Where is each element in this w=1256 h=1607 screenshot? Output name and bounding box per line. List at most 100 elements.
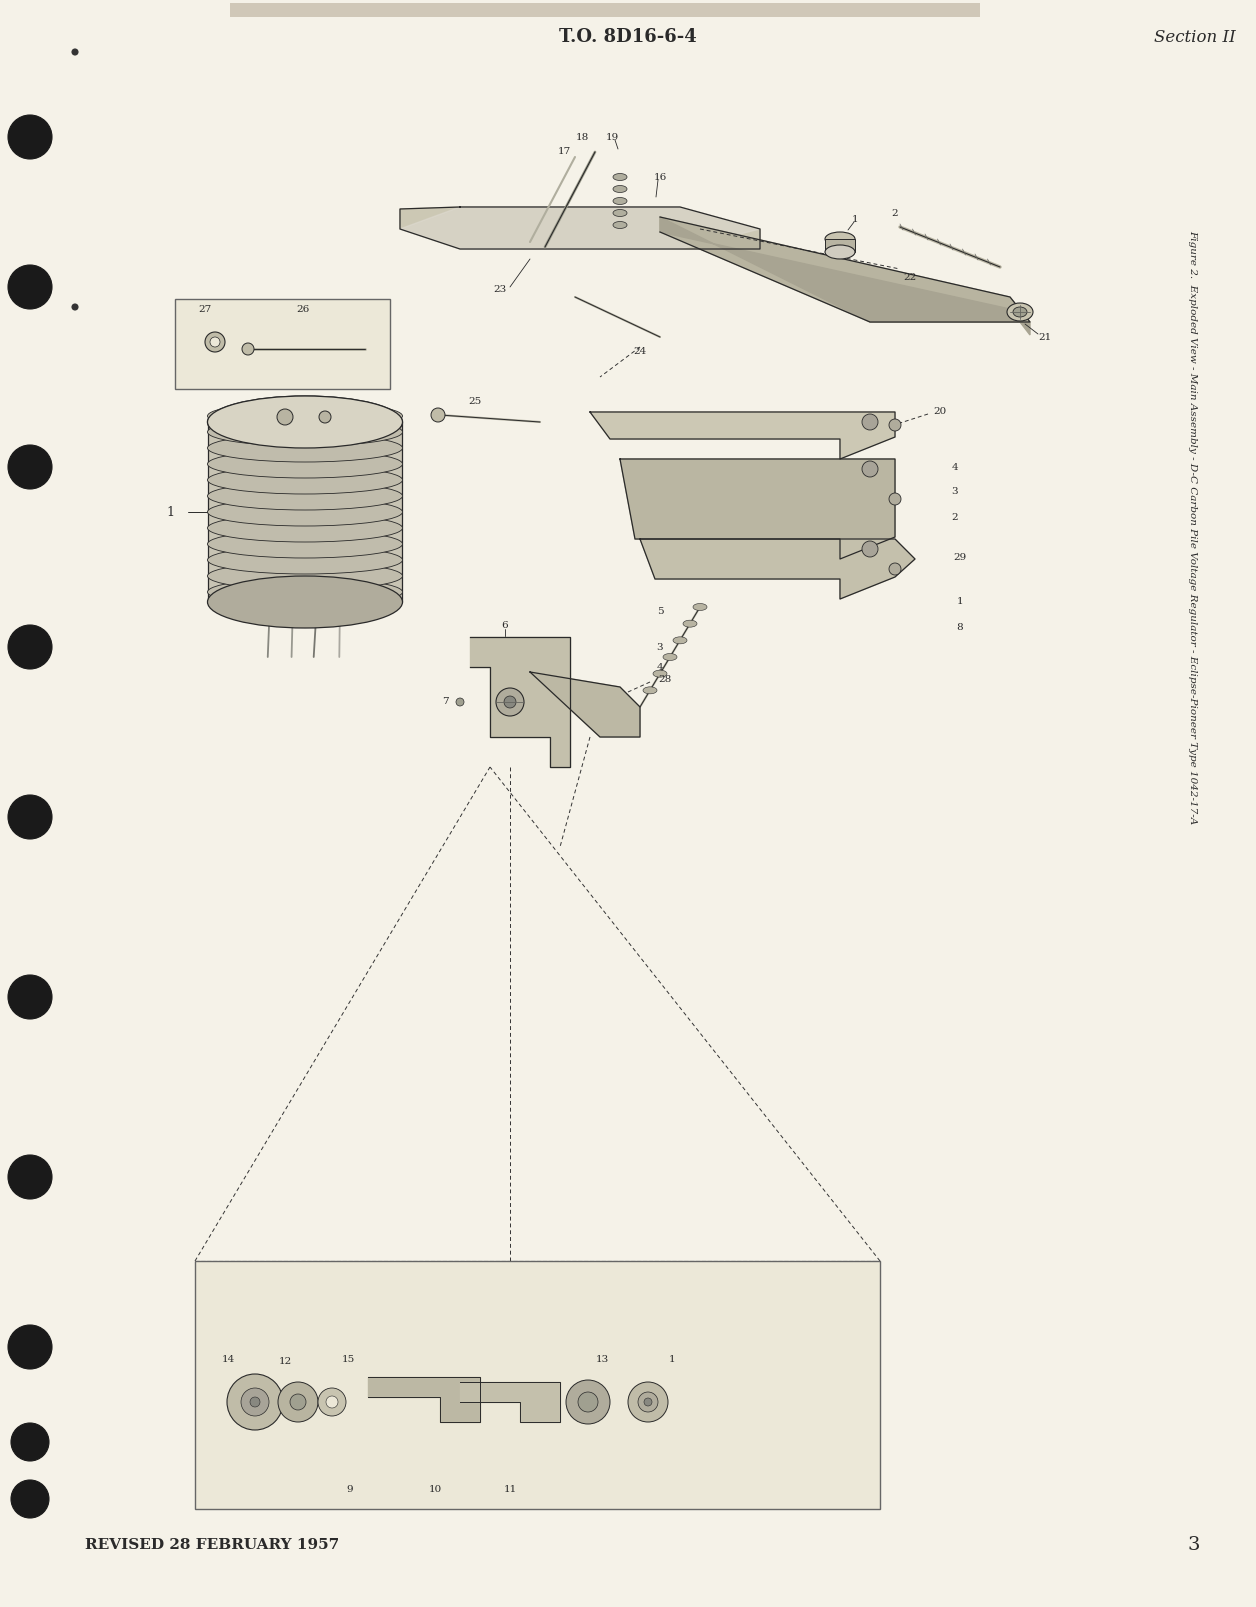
Polygon shape (470, 636, 570, 767)
Ellipse shape (643, 686, 657, 694)
Circle shape (8, 445, 51, 489)
Text: 10: 10 (428, 1485, 442, 1493)
Text: 17: 17 (558, 146, 570, 156)
Ellipse shape (207, 546, 402, 574)
Ellipse shape (207, 482, 402, 509)
Text: 3: 3 (657, 643, 663, 651)
Polygon shape (368, 1377, 480, 1422)
Circle shape (456, 697, 463, 705)
Text: 19: 19 (605, 132, 619, 141)
Bar (1152, 61, 1233, 1509)
Ellipse shape (653, 670, 667, 677)
Text: 4: 4 (657, 662, 663, 672)
Text: 3: 3 (952, 487, 958, 497)
Text: 9: 9 (347, 1485, 353, 1493)
Text: T.O. 8D16-6-4: T.O. 8D16-6-4 (559, 27, 697, 47)
Text: 4: 4 (952, 463, 958, 471)
Circle shape (241, 1388, 269, 1416)
Text: Section II: Section II (1154, 29, 1236, 45)
Text: 8: 8 (957, 622, 963, 632)
Circle shape (8, 116, 51, 159)
Bar (195, 1261, 880, 1509)
Ellipse shape (207, 575, 402, 628)
Text: 25: 25 (468, 397, 481, 407)
Ellipse shape (1007, 304, 1032, 321)
Ellipse shape (207, 418, 402, 447)
Circle shape (72, 48, 78, 55)
Text: 13: 13 (595, 1355, 609, 1363)
Ellipse shape (207, 434, 402, 461)
Ellipse shape (613, 198, 627, 204)
Circle shape (628, 1382, 668, 1422)
Text: REVISED 28 FEBRUARY 1957: REVISED 28 FEBRUARY 1957 (85, 1538, 339, 1552)
Text: Figure 2.  Exploded View - Main Assembly - D-C Carbon Pile Voltage Regulator - E: Figure 2. Exploded View - Main Assembly … (1188, 230, 1197, 824)
Circle shape (318, 1388, 345, 1416)
Text: 1: 1 (668, 1355, 676, 1363)
Circle shape (210, 337, 220, 347)
Ellipse shape (207, 498, 402, 525)
Text: 1: 1 (166, 506, 175, 519)
Circle shape (205, 333, 225, 352)
Circle shape (72, 304, 78, 310)
Circle shape (8, 625, 51, 669)
Text: 6: 6 (501, 620, 509, 630)
Circle shape (578, 1392, 598, 1413)
Circle shape (8, 975, 51, 1019)
Circle shape (8, 265, 51, 309)
Ellipse shape (825, 244, 855, 259)
Polygon shape (659, 217, 1030, 334)
Ellipse shape (207, 395, 402, 448)
Circle shape (431, 408, 445, 423)
Circle shape (327, 1396, 338, 1408)
Text: 1: 1 (957, 598, 963, 606)
Circle shape (862, 415, 878, 431)
Text: 16: 16 (653, 172, 667, 182)
Text: 18: 18 (575, 132, 589, 141)
Circle shape (278, 410, 293, 424)
Circle shape (290, 1393, 306, 1409)
Ellipse shape (683, 620, 697, 627)
Polygon shape (460, 1382, 560, 1422)
Text: 24: 24 (633, 347, 647, 357)
Ellipse shape (207, 450, 402, 477)
Ellipse shape (663, 654, 677, 660)
Circle shape (566, 1380, 610, 1424)
Circle shape (242, 342, 254, 355)
Polygon shape (620, 460, 896, 559)
Text: 22: 22 (903, 273, 917, 281)
Text: 23: 23 (494, 284, 506, 294)
Text: 1: 1 (852, 214, 858, 223)
Polygon shape (659, 217, 1030, 321)
Ellipse shape (693, 604, 707, 611)
Text: 5: 5 (657, 607, 663, 617)
Bar (68, 61, 1140, 1509)
Circle shape (250, 1396, 260, 1408)
Text: 3: 3 (1187, 1536, 1199, 1554)
Circle shape (11, 1480, 49, 1519)
Circle shape (319, 411, 332, 423)
Ellipse shape (207, 395, 402, 448)
Polygon shape (399, 207, 760, 249)
Circle shape (11, 1424, 49, 1461)
Text: 28: 28 (658, 675, 672, 683)
Text: 12: 12 (279, 1358, 291, 1366)
Ellipse shape (207, 466, 402, 493)
Circle shape (504, 696, 516, 709)
Ellipse shape (613, 209, 627, 217)
Text: 15: 15 (342, 1355, 354, 1363)
Ellipse shape (825, 231, 855, 246)
Circle shape (889, 562, 901, 575)
Polygon shape (641, 538, 916, 599)
Polygon shape (590, 411, 896, 460)
Text: 2: 2 (952, 513, 958, 522)
Text: 26: 26 (296, 304, 310, 313)
Circle shape (889, 419, 901, 431)
Text: 14: 14 (221, 1355, 235, 1363)
Circle shape (8, 1326, 51, 1369)
Bar (208, 423, 403, 603)
Text: 29: 29 (953, 553, 967, 561)
Ellipse shape (1014, 307, 1027, 317)
Circle shape (278, 1382, 318, 1422)
Polygon shape (399, 207, 760, 249)
Circle shape (8, 1155, 51, 1199)
